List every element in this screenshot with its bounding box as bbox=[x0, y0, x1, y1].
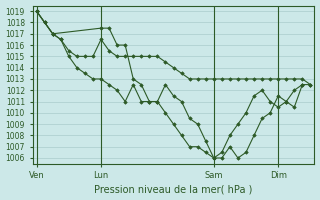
X-axis label: Pression niveau de la mer( hPa ): Pression niveau de la mer( hPa ) bbox=[94, 184, 253, 194]
